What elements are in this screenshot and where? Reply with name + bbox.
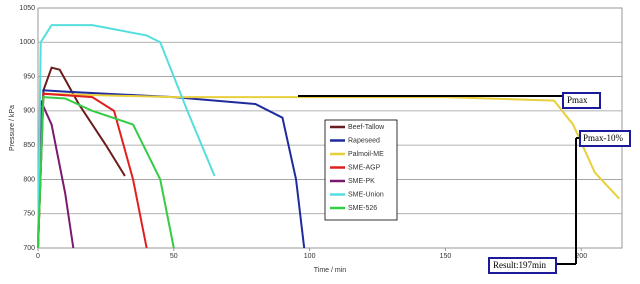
grid: 700 750 800 850 900 950 1000 1050 0 50 100 150 200	[19, 5, 622, 260]
legend-label: Rapeseed	[348, 137, 380, 144]
x-axis-label: Time / min	[314, 267, 347, 274]
legend-label: SME-526	[348, 205, 377, 212]
y-tick-label: 1000	[19, 39, 35, 46]
series-line	[37, 96, 175, 249]
legend: Beef-Tallow Rapeseed Palmoil-ME SME-AGP SME-…	[324, 119, 398, 221]
y-tick-label: 750	[23, 211, 35, 218]
legend-label: SME-AGP	[348, 164, 381, 171]
y-tick-label: 900	[23, 108, 35, 115]
pmax-box	[562, 92, 601, 109]
annotation: Pmax	[567, 95, 588, 105]
pmax10-box	[579, 130, 631, 147]
legend-label: SME-PK	[348, 178, 375, 185]
result-box	[488, 257, 557, 274]
y-tick-label: 950	[23, 73, 35, 80]
y-axis-label: Pressure / kPa	[9, 105, 16, 151]
x-tick-label: 100	[304, 253, 316, 260]
y-tick-label: 700	[23, 245, 35, 252]
lines	[37, 24, 621, 249]
annotation-boxes: Pmax Pmax-10% Result:197min	[488, 92, 631, 274]
annotation: Result:197min	[493, 260, 547, 270]
series-line	[37, 24, 216, 249]
legend-box	[324, 119, 398, 221]
x-tick-label: 200	[575, 253, 587, 260]
annotation: Pmax-10%	[583, 133, 623, 143]
y-tick-label: 850	[23, 142, 35, 149]
x-tick-label: 0	[36, 253, 40, 260]
series-line	[37, 89, 306, 249]
legend-label: Palmoil-ME	[348, 151, 384, 158]
x-tick-label: 50	[170, 253, 178, 260]
y-tick-label: 1050	[19, 5, 35, 12]
legend-label: Beef-Tallow	[348, 124, 385, 131]
y-tick-label: 800	[23, 176, 35, 183]
x-tick-label: 150	[440, 253, 452, 260]
legend-label: SME-Union	[348, 191, 384, 198]
